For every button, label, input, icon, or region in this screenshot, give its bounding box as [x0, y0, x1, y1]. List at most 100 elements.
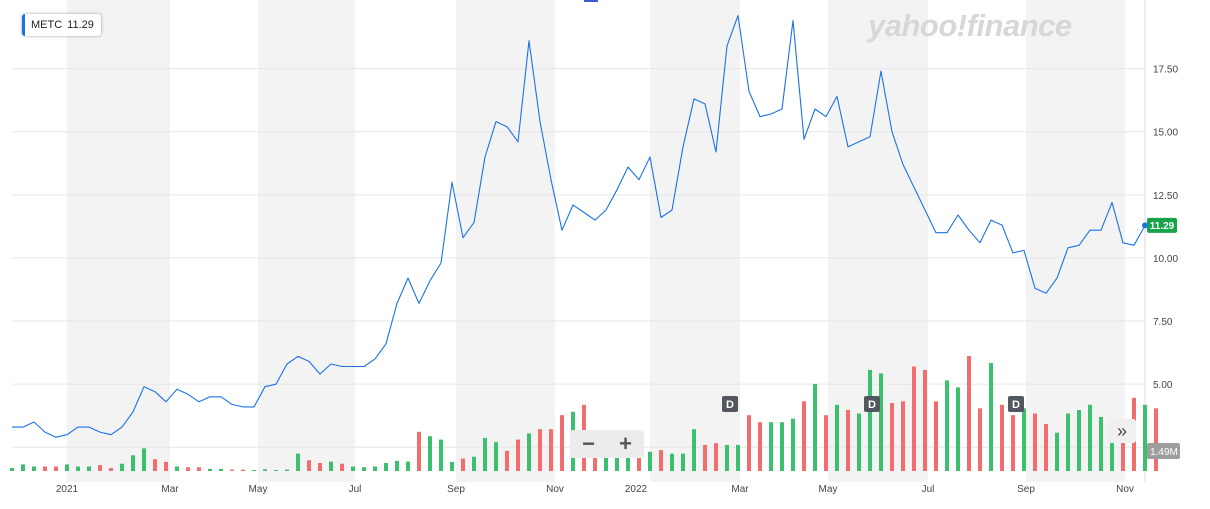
- volume-bar: [879, 373, 883, 471]
- x-tick-label: Sep: [447, 484, 465, 495]
- volume-bar: [483, 437, 487, 471]
- ticker-value: 11.29: [67, 19, 94, 31]
- y-tick-label: 15.00: [1153, 128, 1178, 139]
- volume-bar: [1099, 417, 1103, 471]
- volume-bar: [263, 469, 267, 471]
- volume-bar: [736, 444, 740, 471]
- volume-bars: [10, 356, 1158, 471]
- volume-bar: [516, 439, 520, 471]
- volume-bar: [109, 467, 113, 471]
- volume-bar: [1066, 413, 1070, 471]
- range-handle[interactable]: [584, 0, 598, 2]
- ticker-symbol: METC: [31, 19, 63, 31]
- volume-bar: [1022, 408, 1026, 471]
- volume-bar: [186, 467, 190, 471]
- volume-bar: [384, 463, 388, 471]
- expand-chart-button[interactable]: »: [1108, 419, 1136, 443]
- volume-bar: [1033, 413, 1037, 471]
- volume-bar: [978, 408, 982, 471]
- x-tick-label: May: [819, 484, 838, 495]
- dividend-marker-label: D: [868, 399, 876, 411]
- dividend-marker[interactable]: D: [1008, 396, 1024, 412]
- zoom-controls: − +: [570, 430, 644, 458]
- volume-bar: [912, 366, 916, 471]
- volume-bar: [208, 468, 212, 471]
- volume-bar: [1055, 432, 1059, 471]
- volume-bar: [307, 460, 311, 471]
- dividend-marker-box: [864, 396, 880, 412]
- volume-bar: [538, 429, 542, 471]
- last-volume-badge: 1.49M: [1147, 443, 1180, 459]
- volume-bar: [120, 463, 124, 471]
- volume-bar: [395, 460, 399, 471]
- volume-bar: [923, 369, 927, 471]
- volume-bar: [714, 443, 718, 471]
- volume-bar: [164, 461, 168, 471]
- volume-bar: [32, 466, 36, 471]
- month-band: [1026, 0, 1125, 482]
- volume-bar: [340, 463, 344, 471]
- volume-bar: [813, 383, 817, 471]
- x-tick-label: May: [249, 484, 268, 495]
- dividend-marker[interactable]: D: [864, 396, 880, 412]
- volume-bar: [681, 453, 685, 471]
- volume-bar: [362, 467, 366, 471]
- volume-bar: [10, 467, 14, 471]
- volume-bar: [87, 466, 91, 471]
- zoom-out-button[interactable]: −: [582, 431, 595, 456]
- dividend-marker-box: [1008, 396, 1024, 412]
- dividend-marker-box: [722, 396, 738, 412]
- volume-bar: [219, 468, 223, 471]
- volume-bar: [274, 470, 278, 471]
- dividend-marker-label: D: [1012, 399, 1020, 411]
- zoom-in-button[interactable]: +: [619, 431, 632, 456]
- volume-bar: [626, 451, 630, 471]
- volume-bar: [230, 469, 234, 471]
- volume-bar: [65, 464, 69, 471]
- volume-bar: [428, 436, 432, 471]
- volume-bar: [1143, 404, 1147, 471]
- volume-bar: [98, 465, 102, 471]
- y-tick-label: 17.50: [1153, 65, 1178, 76]
- dividend-marker[interactable]: D: [722, 396, 738, 412]
- volume-bar: [450, 461, 454, 471]
- volume-bar: [747, 415, 751, 471]
- x-tick-label: 2021: [56, 484, 79, 495]
- volume-bar: [945, 380, 949, 471]
- volume-bar: [868, 369, 872, 471]
- volume-bar: [549, 429, 553, 471]
- volume-bar: [153, 459, 157, 471]
- volume-bar: [76, 466, 80, 471]
- volume-bar: [670, 453, 674, 471]
- yahoo-finance-logo: yahoo!finance: [868, 8, 1072, 43]
- volume-bar: [857, 413, 861, 471]
- price-line: [12, 15, 1146, 438]
- volume-bar: [824, 415, 828, 471]
- volume-bar: [802, 401, 806, 471]
- volume-bar: [417, 431, 421, 471]
- volume-bar: [527, 433, 531, 471]
- volume-bar: [637, 450, 641, 471]
- volume-bar: [604, 453, 608, 471]
- volume-bar: [1000, 404, 1004, 471]
- volume-bar: [131, 455, 135, 471]
- month-band: [67, 0, 170, 482]
- horizontal-gridlines: [12, 68, 1145, 448]
- last-price-badge-text: 11.29: [1150, 221, 1175, 232]
- volume-bar: [1077, 410, 1081, 471]
- volume-bar: [615, 451, 619, 471]
- last-price-dot: [1142, 222, 1148, 229]
- y-tick-label: 10.00: [1153, 254, 1178, 265]
- x-axis-labels: 2021 Mar May Jul Sep Nov 2022 Mar May Jul Sep Nov: [56, 484, 1134, 495]
- volume-bar: [758, 422, 762, 471]
- volume-bar: [989, 363, 993, 471]
- volume-bar: [197, 467, 201, 471]
- x-tick-label: Sep: [1017, 484, 1035, 495]
- volume-bar: [934, 401, 938, 471]
- x-tick-label: Nov: [546, 484, 564, 495]
- volume-bar: [1110, 425, 1114, 471]
- ticker-label[interactable]: METC 11.29: [22, 14, 101, 36]
- x-tick-label: 2022: [625, 484, 648, 495]
- y-tick-label: 5.00: [1153, 380, 1173, 391]
